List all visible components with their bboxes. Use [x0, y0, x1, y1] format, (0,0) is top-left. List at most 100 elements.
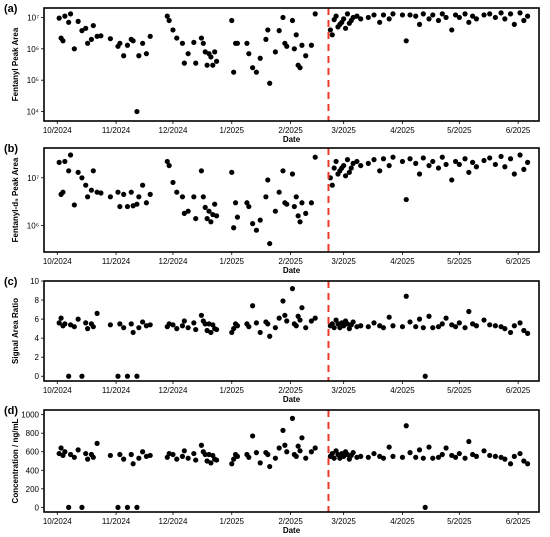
x-axis-title: Date — [283, 135, 301, 144]
x-tick-label: 10/2024 — [43, 126, 72, 135]
data-point — [312, 315, 318, 321]
y-tick-label: 8 — [35, 296, 40, 305]
data-point — [420, 325, 426, 331]
data-point — [344, 157, 351, 163]
data-point — [208, 54, 214, 60]
data-point — [134, 373, 140, 379]
data-point — [272, 208, 278, 214]
data-point — [280, 427, 286, 433]
data-point — [407, 12, 413, 18]
data-point — [181, 318, 187, 324]
data-point — [267, 463, 273, 470]
data-point — [250, 433, 256, 439]
data-point — [202, 451, 208, 458]
data-point — [147, 452, 153, 459]
data-point — [303, 53, 309, 59]
data-point — [62, 158, 68, 165]
data-point — [272, 455, 278, 461]
data-point — [289, 415, 296, 421]
data-point — [231, 326, 237, 332]
data-point — [124, 42, 131, 48]
data-point — [128, 189, 134, 195]
data-point — [303, 455, 309, 461]
x-tick-label: 1/2025 — [220, 386, 245, 395]
data-point — [229, 17, 235, 24]
data-point — [208, 329, 214, 336]
data-point — [390, 154, 396, 160]
data-point — [231, 456, 237, 462]
data-point — [342, 173, 349, 179]
data-point — [371, 157, 377, 163]
data-point — [308, 449, 315, 455]
data-point — [435, 454, 442, 460]
data-point — [166, 17, 172, 24]
data-point — [420, 455, 426, 461]
x-tick-label: 6/2025 — [506, 386, 531, 395]
data-point — [140, 40, 146, 46]
data-point — [147, 33, 153, 39]
data-point — [297, 65, 303, 71]
y-tick-label: 10⁶ — [27, 222, 39, 231]
data-point — [470, 13, 476, 19]
x-tick-label: 4/2025 — [390, 257, 415, 266]
data-point — [521, 17, 527, 24]
data-point — [470, 159, 476, 165]
data-point — [136, 53, 142, 59]
data-point — [380, 455, 387, 461]
data-point — [403, 423, 409, 429]
data-point — [371, 12, 377, 18]
data-point — [331, 325, 337, 331]
data-point — [170, 27, 176, 33]
data-point — [67, 152, 74, 158]
x-tick-label: 5/2025 — [447, 257, 472, 266]
data-point — [107, 194, 113, 200]
x-tick-label: 10/2024 — [43, 517, 72, 526]
data-point — [507, 461, 514, 467]
data-point — [511, 21, 517, 27]
data-point — [234, 214, 241, 220]
data-point — [517, 450, 523, 457]
data-point — [170, 179, 176, 186]
data-point — [403, 293, 409, 299]
data-point — [90, 22, 96, 29]
data-point — [386, 16, 392, 22]
data-point — [181, 60, 187, 66]
data-point — [380, 156, 387, 162]
data-point — [193, 60, 199, 66]
data-point — [487, 322, 493, 328]
data-point — [521, 166, 527, 172]
data-point — [85, 194, 91, 200]
data-point — [386, 314, 392, 320]
data-point — [481, 448, 487, 454]
data-point — [75, 18, 81, 24]
data-point — [280, 298, 286, 304]
data-point — [198, 35, 205, 41]
data-point — [134, 201, 140, 207]
data-point — [492, 161, 498, 168]
panel-c: (c) 0 2 4 6 8 10 10/2024 11/2024 12/2024 1/2025 2/2… — [4, 276, 540, 404]
plot-frame — [43, 409, 540, 513]
data-point — [329, 182, 335, 188]
data-point — [487, 452, 493, 459]
data-point — [284, 201, 290, 207]
data-point — [452, 454, 459, 460]
data-point — [66, 19, 72, 25]
data-point — [115, 504, 121, 510]
data-point — [386, 444, 392, 450]
data-point — [487, 11, 493, 17]
data-point — [430, 158, 436, 165]
data-point — [136, 194, 142, 200]
data-point — [507, 156, 514, 162]
data-point — [263, 36, 269, 42]
data-point — [66, 373, 72, 379]
data-point — [66, 168, 72, 174]
data-point — [147, 191, 153, 197]
data-point — [185, 325, 191, 331]
y-tick-label: 6 — [35, 315, 40, 324]
y-axis-title: Fentanyl Peak Area — [11, 27, 20, 101]
data-point — [174, 326, 180, 332]
data-point — [443, 161, 449, 168]
data-point — [62, 449, 68, 455]
data-point — [308, 318, 315, 324]
